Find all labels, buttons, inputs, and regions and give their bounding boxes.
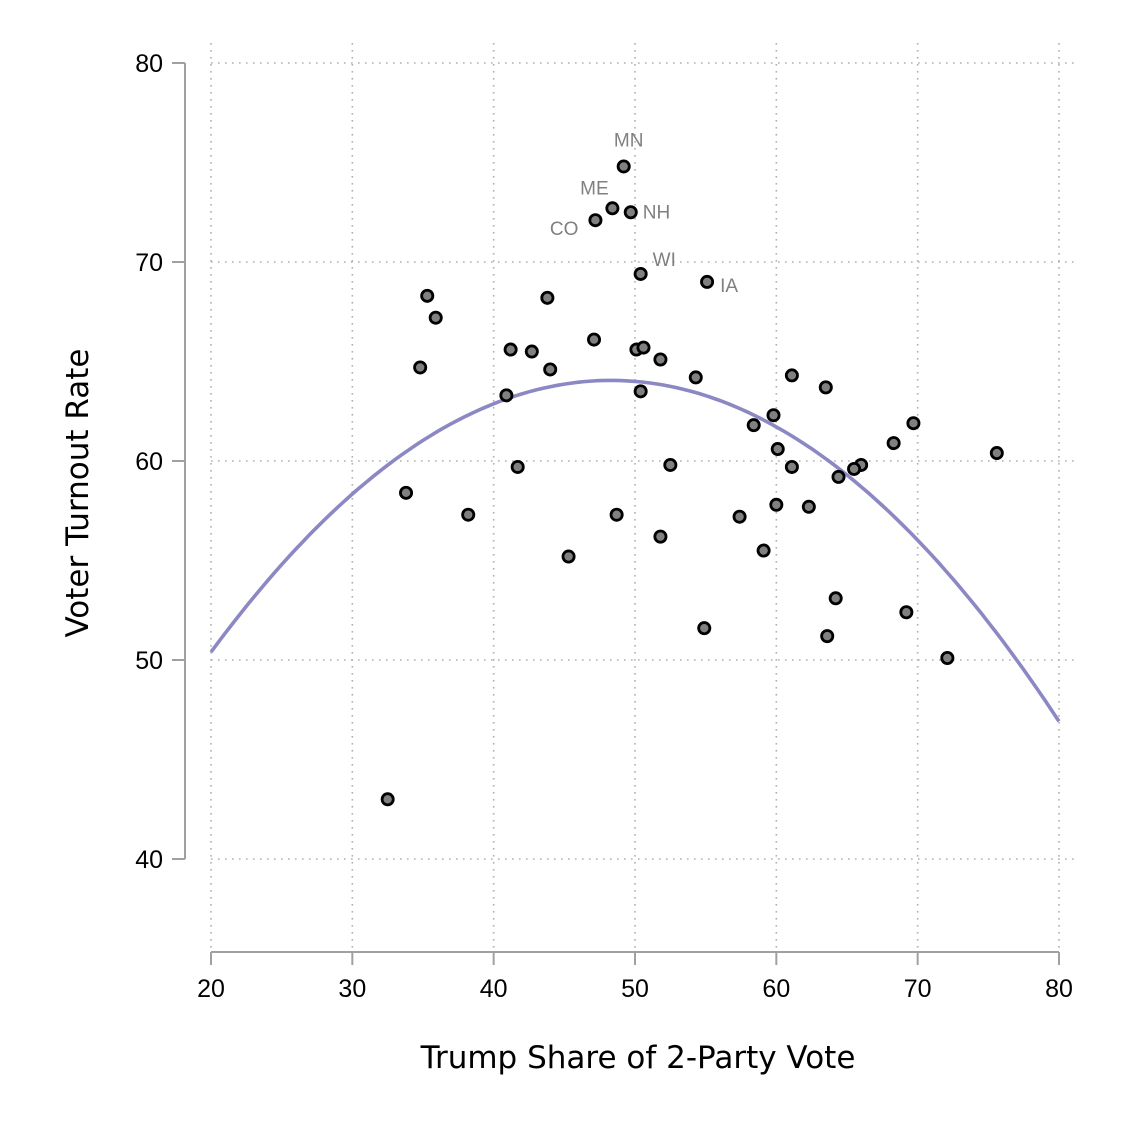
- y-tick-label: 40: [135, 846, 163, 874]
- data-point: [543, 362, 558, 377]
- point-label-ME: ME: [580, 178, 609, 199]
- data-point: [663, 457, 678, 472]
- data-point: [503, 342, 518, 357]
- data-point: [784, 368, 799, 383]
- data-point: [828, 591, 843, 606]
- y-tick-label: 50: [135, 647, 163, 675]
- x-tick-label: 40: [480, 975, 508, 1003]
- point-label-CO: CO: [550, 219, 579, 240]
- point-MN: [616, 159, 631, 174]
- point-CO: [588, 213, 603, 228]
- data-point: [831, 469, 846, 484]
- data-point: [428, 310, 443, 325]
- data-point: [886, 436, 901, 451]
- data-point: [461, 507, 476, 522]
- data-point: [801, 499, 816, 514]
- x-tick-label: 60: [762, 975, 790, 1003]
- x-tick-label: 50: [621, 975, 649, 1003]
- data-point: [906, 416, 921, 431]
- data-point: [510, 459, 525, 474]
- data-point: [561, 549, 576, 564]
- gridlines: [210, 43, 1077, 952]
- data-points: [380, 159, 1004, 807]
- axes: [172, 62, 1060, 965]
- x-axis-title: Trump Share of 2-Party Vote: [420, 1040, 856, 1076]
- data-point: [766, 408, 781, 423]
- data-point: [784, 459, 799, 474]
- point-labels: MN ME NH CO WI IA: [550, 130, 738, 296]
- data-point: [499, 388, 514, 403]
- point-label-IA: IA: [720, 276, 738, 297]
- data-point: [756, 543, 771, 558]
- data-point: [688, 370, 703, 385]
- data-point: [940, 651, 955, 666]
- data-point: [818, 380, 833, 395]
- data-point: [633, 384, 648, 399]
- x-tick-label: 70: [904, 975, 932, 1003]
- x-tick-label: 30: [338, 975, 366, 1003]
- data-point: [420, 288, 435, 303]
- data-point: [380, 792, 395, 807]
- point-IA: [700, 274, 715, 289]
- point-ME: [605, 201, 620, 216]
- point-WI: [633, 266, 648, 281]
- data-point: [820, 629, 835, 644]
- data-point: [732, 509, 747, 524]
- data-point: [540, 290, 555, 305]
- fit-curve-group: [209, 378, 1061, 723]
- y-axis-title: Voter Turnout Rate: [60, 348, 96, 637]
- data-point: [769, 497, 784, 512]
- data-point: [413, 360, 428, 375]
- point-label-WI: WI: [653, 250, 676, 271]
- data-point: [587, 332, 602, 347]
- data-point: [609, 507, 624, 522]
- data-point: [847, 461, 862, 476]
- tick-labels: 40 50 60 70 80 20 30 40 50 60 70 80: [135, 50, 1073, 1003]
- y-tick-label: 80: [135, 50, 163, 78]
- data-point: [899, 605, 914, 620]
- data-point: [989, 446, 1004, 461]
- x-tick-label: 80: [1045, 975, 1073, 1003]
- data-point: [653, 529, 668, 544]
- data-point: [770, 442, 785, 457]
- data-point: [399, 485, 414, 500]
- y-tick-label: 70: [135, 249, 163, 277]
- x-tick-label: 20: [197, 975, 225, 1003]
- point-label-MN: MN: [614, 130, 644, 151]
- data-point: [746, 418, 761, 433]
- data-point: [636, 340, 651, 355]
- data-point: [697, 621, 712, 636]
- point-label-NH: NH: [643, 202, 670, 223]
- data-point: [653, 352, 668, 367]
- fit-curve: [209, 378, 1061, 723]
- point-NH: [623, 205, 638, 220]
- y-tick-label: 60: [135, 448, 163, 476]
- data-point: [524, 344, 539, 359]
